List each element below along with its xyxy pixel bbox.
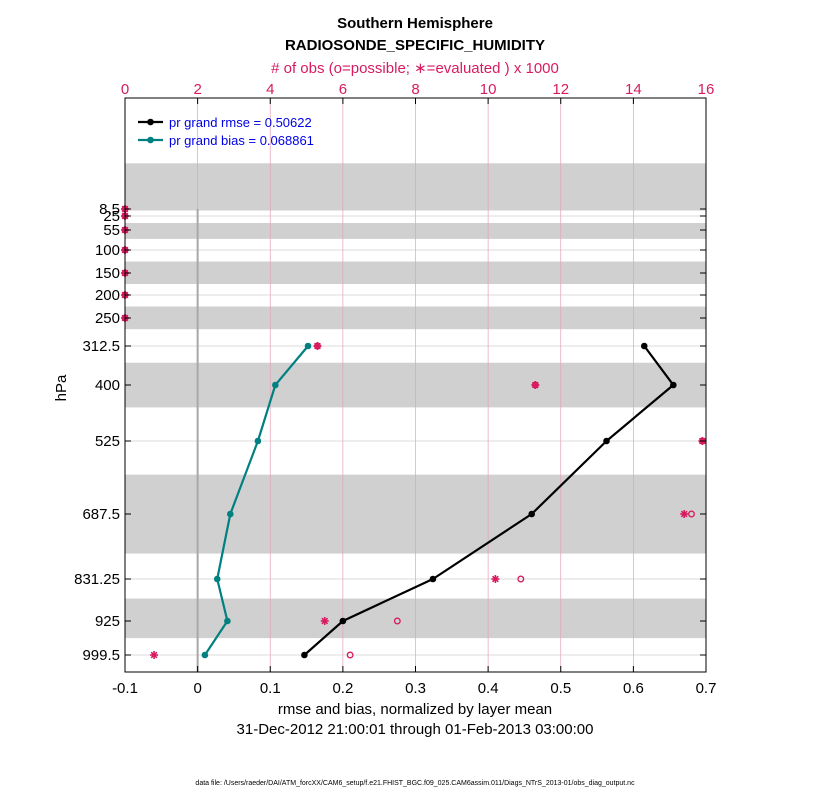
- top-tick-label-8: 8: [411, 81, 419, 98]
- obs-evaluated-stroke-3: [321, 617, 329, 625]
- obs-possible-687.5: [688, 510, 695, 518]
- y-tick-label-150: 150: [95, 265, 120, 282]
- series-group: [201, 342, 677, 659]
- obs-evaluated-stroke-3: [531, 381, 539, 389]
- y-tick-label-200: 200: [95, 287, 120, 304]
- bias-point-525: [254, 437, 262, 445]
- legend-rmse-label: pr grand rmse = 0.50622: [169, 115, 312, 130]
- obs-possible-999.5: [346, 651, 354, 659]
- obs-evaluated-stroke-3: [150, 651, 158, 659]
- obs-evaluated-stroke-3: [314, 342, 321, 350]
- x-tick-label-0.2: 0.2: [332, 680, 353, 697]
- top-axis-label: # of obs (o=possible; ∗=evaluated ) x 10…: [271, 60, 559, 77]
- x-tick-label-0.4: 0.4: [478, 680, 499, 697]
- rmse-point-925: [339, 617, 347, 625]
- grid-lines: [125, 98, 706, 672]
- top-tick-label-4: 4: [266, 81, 274, 98]
- y-tick-label-8.5: 8.5: [99, 201, 120, 218]
- y-tick-label-25: 25: [103, 208, 120, 225]
- legend-bias-label: pr grand bias = 0.068861: [169, 133, 314, 148]
- rmse-point-312.5: [640, 342, 648, 350]
- x-tick-label-0.3: 0.3: [405, 680, 426, 697]
- axes-ticks: -0.1 0 0.1 0.2 0.3 0.4 0.5 0.6 0.7 0 2 4 6 8 10 12 14 16 8…: [74, 81, 716, 697]
- bias-point-312.5: [304, 342, 312, 350]
- y-tick-label-55: 55: [103, 222, 120, 239]
- x-axis-date-range: 31-Dec-2012 21:00:01 through 01-Feb-2013…: [237, 721, 594, 738]
- x-tick-label--0.1: -0.1: [112, 680, 138, 697]
- obs-possible-925: [393, 617, 401, 625]
- y-tick-label-312.5: 312.5: [82, 338, 120, 355]
- top-tick-label-0: 0: [121, 81, 129, 98]
- bias-point-400: [272, 381, 279, 389]
- bias-point-999.5: [201, 651, 209, 659]
- legend-bias-marker: [147, 136, 154, 144]
- y-tick-label-687.5: 687.5: [82, 506, 120, 523]
- bias-point-687.5: [227, 510, 234, 518]
- bias-point-925: [224, 617, 231, 625]
- x-tick-label-0.1: 0.1: [260, 680, 281, 697]
- top-tick-label-12: 12: [552, 81, 569, 98]
- obs-evaluated-stroke-3: [491, 575, 499, 583]
- y-tick-label-400: 400: [95, 377, 120, 394]
- top-tick-label-10: 10: [480, 81, 497, 98]
- y-tick-label-100: 100: [95, 242, 120, 259]
- bias-point-831.25: [213, 575, 221, 583]
- data-file-footer: data file: /Users/raeder/DAI/ATM_forcXX/…: [195, 780, 635, 787]
- x-tick-label-0.5: 0.5: [550, 680, 571, 697]
- top-tick-label-14: 14: [625, 81, 642, 98]
- chart-title: Southern Hemisphere: [337, 15, 493, 32]
- rmse-point-687.5: [528, 510, 535, 518]
- obs-evaluated-stroke-3: [680, 510, 688, 518]
- obs-evaluated-400: [531, 381, 540, 389]
- x-tick-label-0.6: 0.6: [623, 680, 644, 697]
- legend: pr grand rmse = 0.50622 pr grand bias = …: [138, 115, 314, 148]
- top-tick-label-16: 16: [698, 81, 715, 98]
- y-axis-label: hPa: [53, 374, 70, 401]
- x-axis-label: rmse and bias, normalized by layer mean: [278, 701, 552, 718]
- obs-evaluated-925: [320, 617, 329, 625]
- x-tick-label-0.7: 0.7: [696, 680, 717, 697]
- legend-rmse-marker: [147, 118, 154, 126]
- obs-evaluated-687.5: [680, 510, 689, 518]
- y-tick-label-999.5: 999.5: [82, 647, 120, 664]
- y-tick-label-250: 250: [95, 310, 120, 327]
- obs-evaluated-831.25: [491, 575, 500, 583]
- y-tick-label-831.25: 831.25: [74, 571, 120, 588]
- rmse-point-400: [670, 381, 677, 389]
- top-tick-label-2: 2: [193, 81, 201, 98]
- obs-possible-831.25: [517, 575, 525, 583]
- y-tick-label-525: 525: [95, 433, 120, 450]
- rmse-point-525: [603, 437, 610, 445]
- rmse-point-999.5: [301, 651, 308, 659]
- rmse-point-831.25: [429, 575, 437, 583]
- top-tick-label-6: 6: [339, 81, 347, 98]
- obs-evaluated-312.5: [313, 342, 322, 350]
- obs-evaluated-999.5: [150, 651, 159, 659]
- chart-subtitle: RADIOSONDE_SPECIFIC_HUMIDITY: [285, 37, 545, 54]
- y-tick-label-925: 925: [95, 613, 120, 630]
- x-tick-label-0: 0: [193, 680, 201, 697]
